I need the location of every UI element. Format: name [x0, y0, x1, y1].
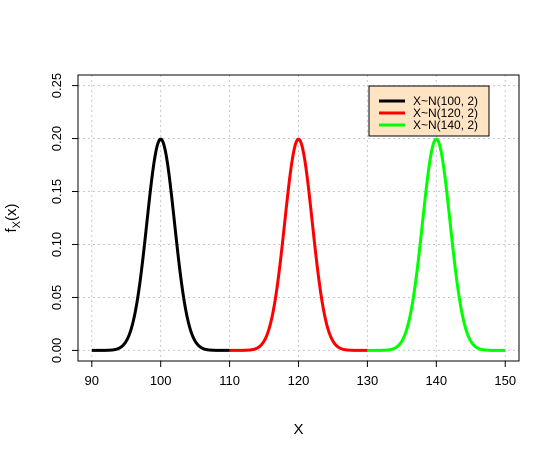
- x-tick-label: 90: [85, 373, 99, 388]
- series-layer: [90, 137, 507, 352]
- y-axis-title-sub: X: [11, 220, 23, 228]
- series-line-2: [228, 137, 369, 352]
- legend-box: [368, 85, 490, 137]
- legend-label: X~N(120, 2): [413, 106, 478, 120]
- legend: X~N(100, 2)X~N(120, 2)X~N(140, 2): [368, 85, 490, 137]
- x-tick-label: 130: [357, 373, 379, 388]
- x-axis-title: X: [293, 421, 303, 438]
- y-tick-label: 0.00: [49, 338, 64, 363]
- y-tick-label: 0.25: [49, 73, 64, 98]
- y-tick-label: 0.05: [49, 285, 64, 310]
- x-tick-label: 120: [288, 373, 310, 388]
- y-axis: 0.00 0.05 0.10 0.15 0.20 0.25: [49, 73, 78, 363]
- y-axis-title: fX(x): [3, 203, 23, 232]
- y-tick-label: 0.20: [49, 126, 64, 151]
- x-tick-label: 140: [425, 373, 447, 388]
- x-tick-label: 150: [494, 373, 516, 388]
- x-tick-label: 110: [219, 373, 240, 388]
- x-tick-label: 100: [150, 373, 172, 388]
- y-axis-title-main: f: [3, 228, 20, 233]
- series-line-1: [90, 137, 231, 352]
- legend-label: X~N(100, 2): [413, 94, 478, 108]
- y-tick-label: 0.10: [49, 232, 64, 257]
- x-axis: 90 100 110 120 130 140 150: [85, 361, 516, 388]
- series-line-3: [366, 137, 507, 352]
- y-tick-label: 0.15: [49, 179, 64, 204]
- legend-label: X~N(140, 2): [413, 118, 478, 132]
- y-axis-title-suffix: (x): [3, 203, 20, 221]
